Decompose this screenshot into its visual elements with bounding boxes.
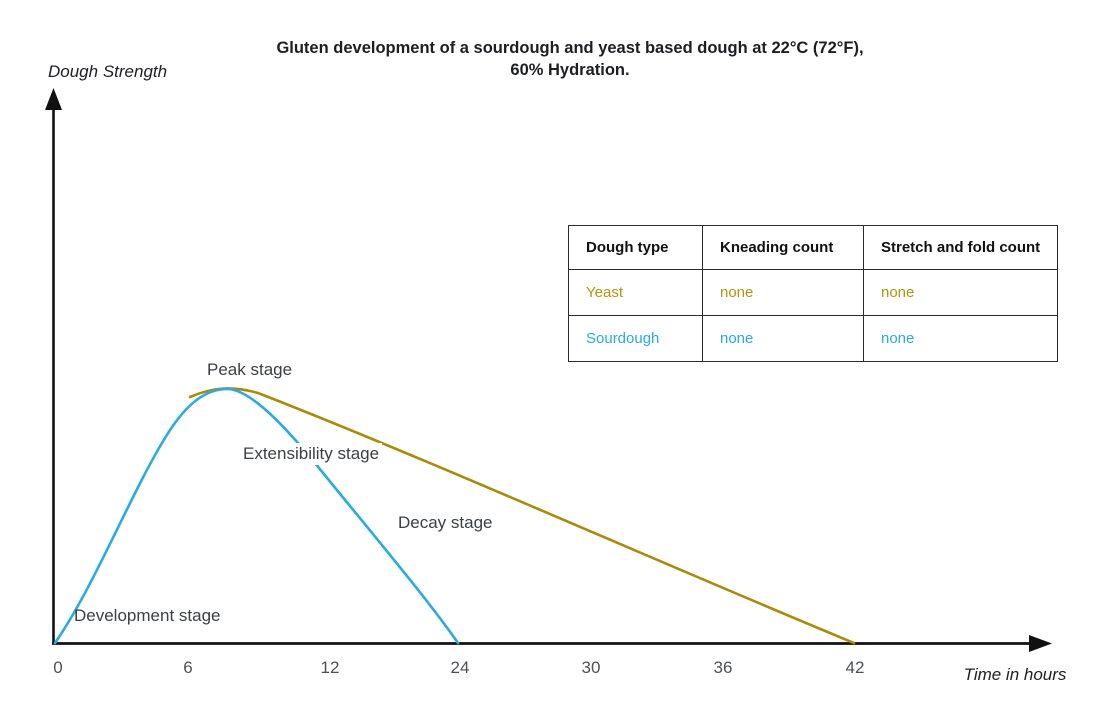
x-tick-30: 30 [581,658,601,677]
sourdough-curve [53,387,460,645]
stage-label-extensibility: Extensibility stage [240,443,383,465]
header-stretch-fold: Stretch and fold count [863,225,1058,270]
sourdough-fold-cell: none [863,315,1058,362]
table-header-row: Dough type Kneading count Stretch and fo… [568,225,1058,270]
y-axis-label: Dough Strength [48,62,168,81]
header-dough-type: Dough type [568,225,703,270]
x-tick-12: 12 [320,658,340,677]
x-axis-label: Time in hours [963,665,1067,684]
yeast-fold-cell: none [863,269,1058,316]
dough-comparison-table: Dough type Kneading count Stretch and fo… [568,225,1058,362]
header-kneading: Kneading count [702,225,864,270]
stage-label-peak: Peak stage [207,360,293,379]
yeast-type-cell: Yeast [568,269,703,316]
stage-label-development: Development stage [74,606,221,625]
y-axis-arrow-icon [45,88,62,110]
stage-label-decay: Decay stage [398,513,493,532]
x-tick-24: 24 [450,658,470,677]
table-row-sourdough: Sourdough none none [568,315,1058,362]
x-tick-36: 36 [713,658,733,677]
sourdough-type-cell: Sourdough [568,315,703,362]
x-tick-6: 6 [183,658,193,677]
sourdough-kneading-cell: none [702,315,864,362]
x-axis-arrow-icon [1029,635,1052,652]
x-tick-0: 0 [53,658,63,677]
yeast-kneading-cell: none [702,269,864,316]
yeast-curve [188,387,856,645]
chart-title: Gluten development of a sourdough and ye… [276,39,864,79]
x-tick-42: 42 [845,658,865,677]
table-row-yeast: Yeast none none [568,269,1058,316]
